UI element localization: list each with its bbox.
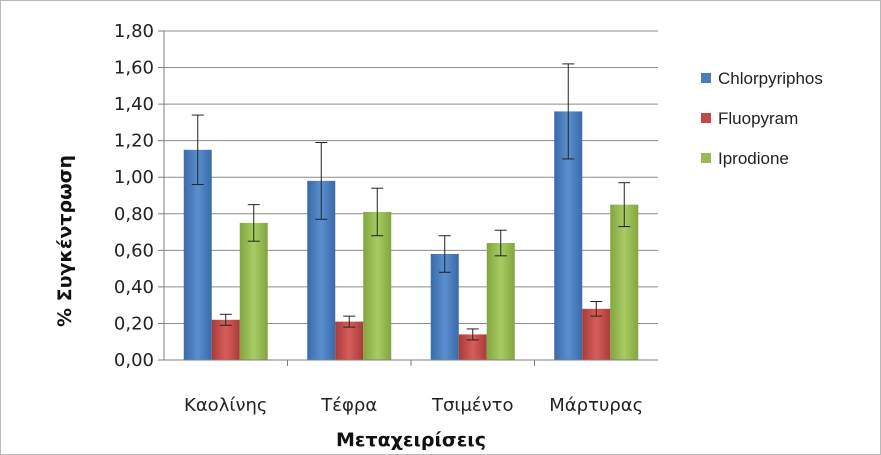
bars (183, 63, 639, 360)
y-tick-label: 1,60 (114, 58, 154, 79)
legend-swatch (701, 113, 711, 123)
y-tick-label: 1,80 (114, 21, 154, 42)
x-tick-label: Μάρτυρας (549, 395, 643, 416)
y-tick-label: 1,20 (114, 131, 154, 152)
legend-label: Fluopyram (718, 109, 798, 128)
y-tick-label: 1,40 (114, 94, 154, 115)
bar (211, 319, 240, 360)
y-tick-label: 0,40 (114, 277, 154, 298)
legend: Chlorpyriphos Fluopyram Iprodione (701, 69, 823, 168)
x-tick-label: Τσιμέντο (431, 395, 514, 416)
legend-swatch (701, 73, 711, 83)
y-tick-label: 0,20 (114, 313, 154, 334)
y-axis-title: % Συγκέντρωση (54, 155, 76, 327)
legend-label: Iprodione (718, 149, 789, 168)
bar (363, 211, 392, 360)
y-tick-label: 0,60 (114, 240, 154, 261)
legend-swatch (701, 153, 711, 163)
bar (610, 204, 639, 360)
tick-labels: 0,00 0,20 0,40 0,60 0,80 1,00 1,20 1,40 1,60 1,80… (114, 21, 643, 416)
x-tick-label: Καολίνης (184, 395, 267, 416)
bar (239, 222, 268, 360)
legend-label: Chlorpyriphos (718, 69, 823, 88)
bar (335, 321, 364, 360)
x-axis-title: Μεταχειρίσεις (336, 429, 486, 451)
bar (582, 308, 611, 360)
x-tick-label: Τέφρα (320, 395, 377, 416)
axes (158, 30, 658, 366)
y-tick-label: 1,00 (114, 167, 154, 188)
bar (486, 243, 515, 360)
y-tick-label: 0,80 (114, 204, 154, 225)
gridlines (164, 30, 658, 324)
y-tick-label: 0,00 (114, 350, 154, 371)
